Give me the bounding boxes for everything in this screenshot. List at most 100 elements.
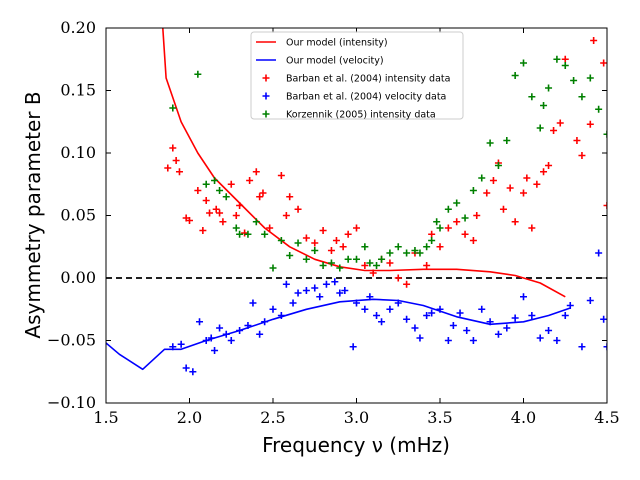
data-point bbox=[473, 212, 481, 219]
data-point bbox=[511, 218, 519, 226]
data-point bbox=[199, 227, 207, 234]
y-tick-label: 0.20 bbox=[60, 18, 96, 37]
data-point bbox=[353, 224, 360, 232]
data-point bbox=[282, 280, 290, 288]
data-point bbox=[520, 59, 527, 67]
data-point bbox=[361, 262, 369, 269]
series-points-barban-et-al-2004-intensity-data bbox=[164, 37, 607, 288]
data-point bbox=[202, 197, 210, 204]
data-point bbox=[172, 157, 180, 164]
series-layer bbox=[106, 28, 607, 376]
data-point bbox=[586, 297, 594, 304]
data-point bbox=[186, 217, 193, 224]
data-point bbox=[578, 343, 586, 351]
legend-box bbox=[250, 31, 464, 120]
series-line-our-model-intensity bbox=[162, 28, 566, 298]
data-point bbox=[361, 305, 369, 313]
data-point bbox=[600, 59, 607, 67]
data-point bbox=[316, 293, 324, 301]
data-point bbox=[578, 93, 586, 101]
data-point bbox=[386, 259, 394, 267]
data-point bbox=[294, 239, 302, 247]
data-point bbox=[561, 312, 569, 319]
data-point bbox=[570, 77, 578, 84]
data-point bbox=[411, 324, 419, 332]
data-point bbox=[453, 199, 461, 207]
data-point bbox=[469, 237, 477, 244]
data-point bbox=[261, 318, 269, 326]
data-point bbox=[461, 230, 469, 238]
data-point bbox=[416, 249, 424, 257]
data-point bbox=[294, 289, 302, 297]
data-point bbox=[403, 280, 411, 288]
data-point bbox=[277, 237, 285, 244]
data-point bbox=[216, 209, 224, 217]
data-point bbox=[261, 230, 269, 238]
data-point bbox=[207, 334, 215, 342]
data-point bbox=[545, 327, 553, 334]
data-point bbox=[453, 218, 461, 226]
data-point bbox=[561, 55, 569, 63]
data-point bbox=[573, 137, 581, 144]
data-point bbox=[520, 189, 527, 197]
data-point bbox=[423, 262, 431, 269]
data-point bbox=[216, 324, 224, 332]
data-point bbox=[456, 309, 464, 317]
data-point bbox=[327, 247, 335, 254]
data-point bbox=[494, 162, 502, 169]
data-point bbox=[423, 243, 431, 251]
x-tick-label: 3.5 bbox=[427, 408, 452, 427]
data-point bbox=[603, 343, 607, 351]
data-point bbox=[344, 230, 352, 238]
legend-label: Barban et al. (2004) velocity data bbox=[286, 92, 446, 103]
data-point bbox=[302, 255, 310, 263]
data-point bbox=[503, 324, 511, 332]
data-point bbox=[600, 315, 607, 323]
data-point bbox=[266, 224, 274, 232]
data-point bbox=[311, 247, 319, 254]
data-point bbox=[540, 168, 548, 176]
legend: Our model (intensity) Our model (velocity… bbox=[250, 31, 464, 121]
y-tick-label: 0.05 bbox=[60, 206, 96, 225]
data-point bbox=[403, 315, 411, 323]
data-point bbox=[478, 305, 486, 313]
data-point bbox=[394, 274, 402, 282]
data-point bbox=[489, 177, 497, 184]
legend-marker-swatch bbox=[262, 92, 270, 100]
data-point bbox=[595, 249, 603, 257]
data-point bbox=[339, 243, 347, 251]
data-point bbox=[211, 177, 219, 184]
x-tick-label: 2.0 bbox=[177, 408, 202, 427]
data-point bbox=[561, 62, 569, 69]
data-point bbox=[236, 327, 244, 334]
data-point bbox=[428, 237, 436, 244]
data-point bbox=[436, 224, 444, 232]
x-tick-label: 3.0 bbox=[344, 408, 369, 427]
data-point bbox=[486, 318, 494, 326]
data-point bbox=[423, 312, 431, 319]
y-tick-label: −0.05 bbox=[47, 331, 96, 350]
data-point bbox=[545, 162, 553, 169]
data-point bbox=[378, 318, 386, 326]
x-tick-label: 1.5 bbox=[93, 408, 118, 427]
data-point bbox=[222, 330, 230, 338]
data-point bbox=[216, 187, 224, 194]
series-line-our-model-velocity bbox=[106, 298, 571, 371]
data-point bbox=[336, 264, 344, 272]
y-tick-label: 0.15 bbox=[60, 81, 96, 100]
data-point bbox=[469, 337, 477, 344]
data-point bbox=[449, 322, 457, 329]
data-point bbox=[211, 347, 219, 354]
data-point bbox=[244, 230, 252, 238]
data-point bbox=[536, 334, 544, 342]
data-point bbox=[249, 299, 257, 307]
data-point bbox=[603, 130, 607, 138]
data-point bbox=[586, 74, 594, 82]
data-point bbox=[444, 337, 452, 344]
data-point bbox=[202, 180, 210, 188]
data-point bbox=[511, 72, 519, 79]
data-point bbox=[322, 280, 330, 288]
data-point bbox=[169, 104, 177, 112]
data-point bbox=[595, 105, 603, 113]
